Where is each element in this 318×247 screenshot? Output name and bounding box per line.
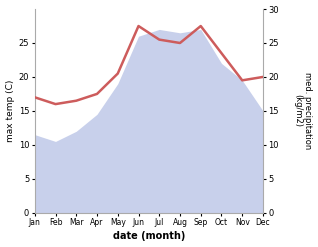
Y-axis label: max temp (C): max temp (C): [5, 80, 15, 142]
Y-axis label: med. precipitation
(kg/m2): med. precipitation (kg/m2): [293, 72, 313, 149]
X-axis label: date (month): date (month): [113, 231, 185, 242]
